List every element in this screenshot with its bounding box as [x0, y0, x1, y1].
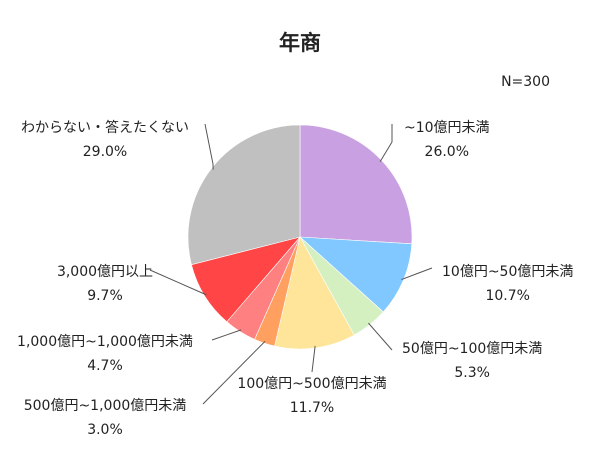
slice-value-label: 26.0%: [425, 144, 469, 160]
leader-line: [204, 123, 214, 170]
slice-value-label: 5.3%: [454, 365, 490, 381]
slice-value-label: 11.7%: [290, 400, 334, 416]
slice-value-label: 10.7%: [485, 288, 529, 304]
slice-value-label: 4.7%: [87, 358, 123, 374]
leader-line: [202, 340, 266, 405]
slice-category-label: 1,000億円~1,000億円未満: [17, 334, 193, 350]
slice-category-label: ~10億円未満: [404, 120, 490, 136]
pie-slice: [299, 236, 413, 313]
slice-category-label: わからない・答えたくない: [21, 119, 189, 136]
pie-slice: [299, 124, 413, 245]
leader-line: [311, 345, 316, 373]
slice-category-label: 500億円~1,000億円未満: [24, 398, 187, 414]
slice-category-label: 3,000億円以上: [57, 264, 153, 280]
sample-size-note: N=300: [501, 74, 550, 90]
leader-line: [211, 329, 242, 341]
chart-title: 年商: [279, 31, 321, 55]
slice-value-label: 3.0%: [87, 422, 123, 438]
leader-line: [368, 322, 393, 351]
slice-labels: ~10億円未満 26.0% 10億円~50億円未満 10.7% 50億円~100億円未満…: [17, 119, 573, 438]
slice-category-label: 10億円~50億円未満: [442, 264, 573, 280]
leader-lines: [149, 123, 433, 405]
pie-slice: [274, 236, 355, 350]
leader-line: [379, 124, 393, 162]
leader-line: [149, 269, 207, 296]
slice-value-label: 29.0%: [83, 144, 127, 160]
pie-slices: [187, 124, 413, 350]
pie-slice: [187, 124, 301, 266]
slice-value-label: 9.7%: [87, 288, 123, 304]
leader-line: [401, 267, 433, 281]
slice-category-label: 50億円~100億円未満: [402, 341, 542, 357]
slice-category-label: 100億円~500億円未満: [237, 376, 386, 392]
